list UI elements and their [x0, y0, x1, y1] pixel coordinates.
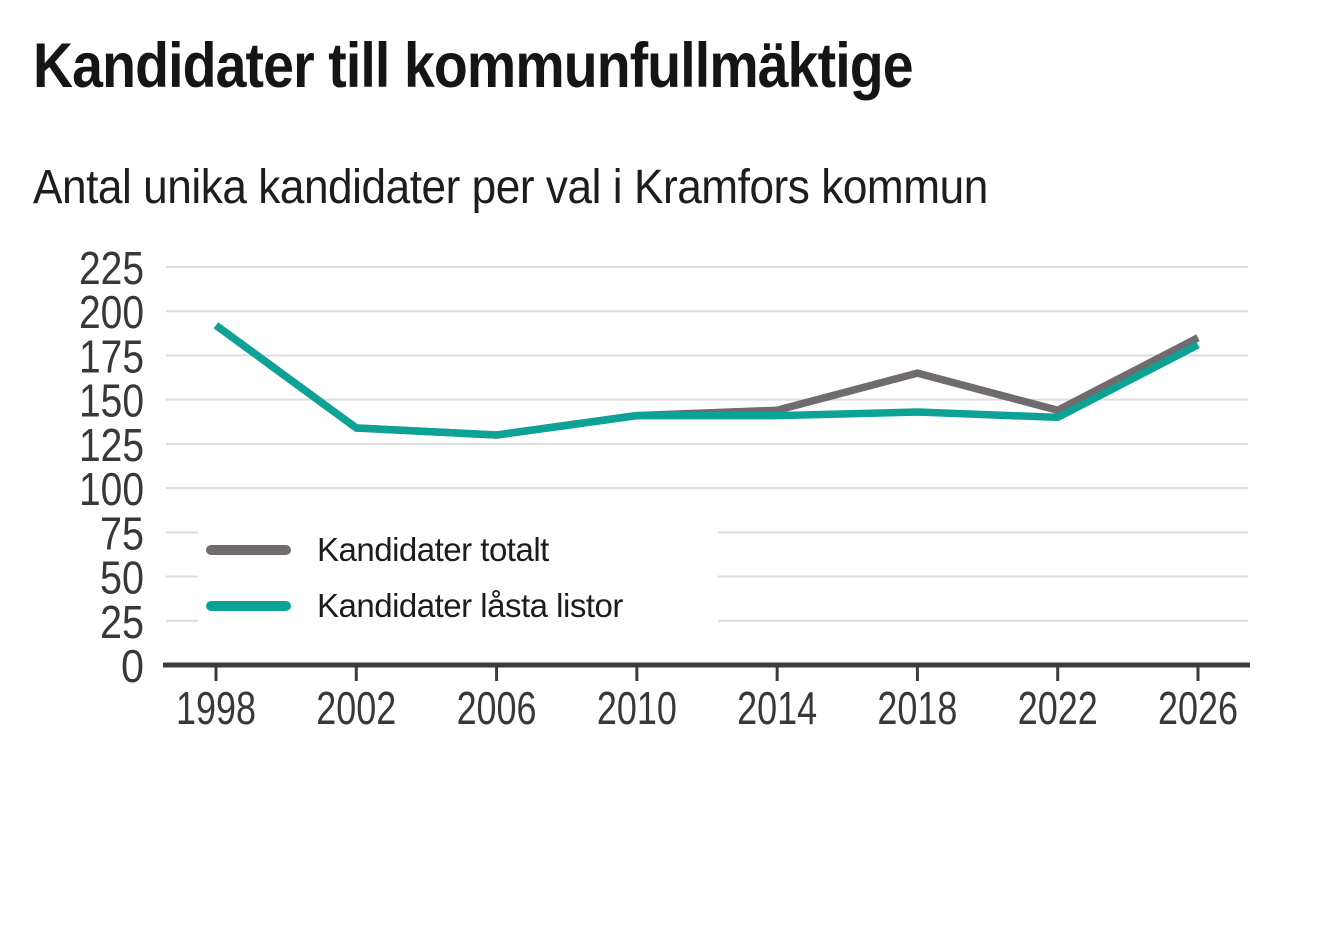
- xtick-label-2002: 2002: [316, 682, 396, 734]
- legend-item-totalt: Kandidater totalt: [206, 529, 718, 571]
- ytick-label-75: 75: [100, 507, 144, 559]
- legend-swatch-lasta-listor: [206, 601, 291, 611]
- ytick-label-25: 25: [100, 596, 144, 648]
- chart-footer: Newsworthy Källa: Valmyndigheten. För 20…: [0, 830, 1322, 939]
- series-line-1: [213, 322, 1200, 439]
- legend-swatch-totalt: [206, 545, 291, 555]
- xtick-label-2026: 2026: [1158, 682, 1238, 734]
- legend-label-lasta-listor: Kandidater låsta listor: [317, 587, 623, 624]
- xtick-label-2010: 2010: [597, 682, 677, 734]
- ytick-label-200: 200: [79, 286, 144, 338]
- ytick-label-125: 125: [79, 419, 144, 471]
- ytick-label-225: 225: [79, 242, 144, 294]
- legend-label-totalt: Kandidater totalt: [317, 531, 549, 568]
- xtick-label-2014: 2014: [737, 682, 817, 734]
- xtick-label-2006: 2006: [457, 682, 537, 734]
- ytick-label-175: 175: [79, 330, 144, 382]
- xtick-label-1998: 1998: [176, 682, 256, 734]
- ytick-label-0: 0: [121, 640, 144, 692]
- chart-title: Kandidater till kommunfullmäktige: [33, 31, 914, 101]
- ytick-label-150: 150: [79, 375, 144, 427]
- ytick-label-100: 100: [79, 463, 144, 515]
- legend-item-lasta-listor: Kandidater låsta listor: [206, 585, 718, 627]
- chart-subtitle: Antal unika kandidater per val i Kramfor…: [33, 161, 988, 214]
- chart-legend: Kandidater totalt Kandidater låsta listo…: [198, 516, 718, 640]
- xtick-label-2022: 2022: [1018, 682, 1098, 734]
- ytick-label-50: 50: [100, 552, 144, 604]
- xtick-label-2018: 2018: [877, 682, 957, 734]
